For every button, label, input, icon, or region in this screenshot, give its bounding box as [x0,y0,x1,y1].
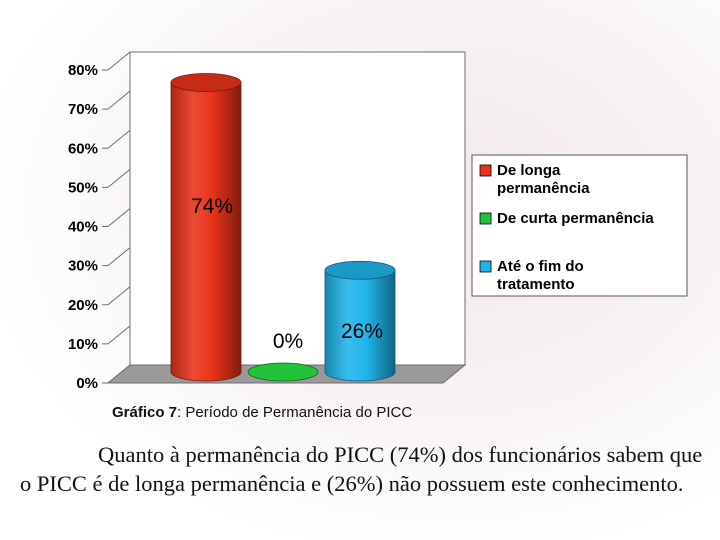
bar-top [247,362,319,382]
legend-box [471,154,688,297]
legend-label: Até o fim do [497,258,584,275]
legend-label: De curta permanência [497,210,654,227]
y-tick-connector [107,325,131,345]
y-tick-label: 70% [68,101,98,118]
bar-top [324,260,396,280]
legend-swatch [479,212,492,225]
y-tick-label: 60% [68,140,98,157]
y-tick-connector [107,286,131,306]
legend-swatch [479,164,492,177]
legend-swatch [479,260,492,273]
caption-prefix: Gráfico 7 [112,404,178,421]
bar-top [170,73,242,92]
y-tick-label: 10% [68,336,98,353]
y-tick-label: 30% [68,258,98,275]
bar-body [170,82,242,382]
y-tick-connector [107,168,131,188]
y-tick-connector [107,129,131,149]
y-tick-label: 40% [68,219,98,236]
y-tick-connector [107,51,131,71]
y-tick-connector [107,247,131,267]
data-label: 0% [273,330,303,353]
data-label: 26% [341,320,383,343]
y-tick-connector [107,208,131,227]
y-tick-connector [107,90,131,110]
caption-text: : Período de Permanência do PICC [177,404,413,421]
bar-chart: 0% 10% 20% 30% 40% 50% 60% 70% 80% 74% 0% 26% De lon… [68,51,688,392]
y-tick-connector [107,364,131,384]
y-tick-label: 0% [76,375,98,392]
y-tick-label: 80% [68,62,98,79]
y-tick-label: 50% [68,179,98,196]
data-label: 74% [191,195,233,218]
legend-label: permanência [497,180,590,197]
legend-label: tratamento [497,276,575,293]
summary-paragraph: Quanto à permanência do PICC (74%) dos f… [20,442,703,496]
legend-label: De longa [497,162,561,179]
bar-body [324,269,396,382]
y-tick-label: 20% [68,297,98,314]
chart-caption: Gráfico 7: Período de Permanência do PIC… [112,404,532,421]
